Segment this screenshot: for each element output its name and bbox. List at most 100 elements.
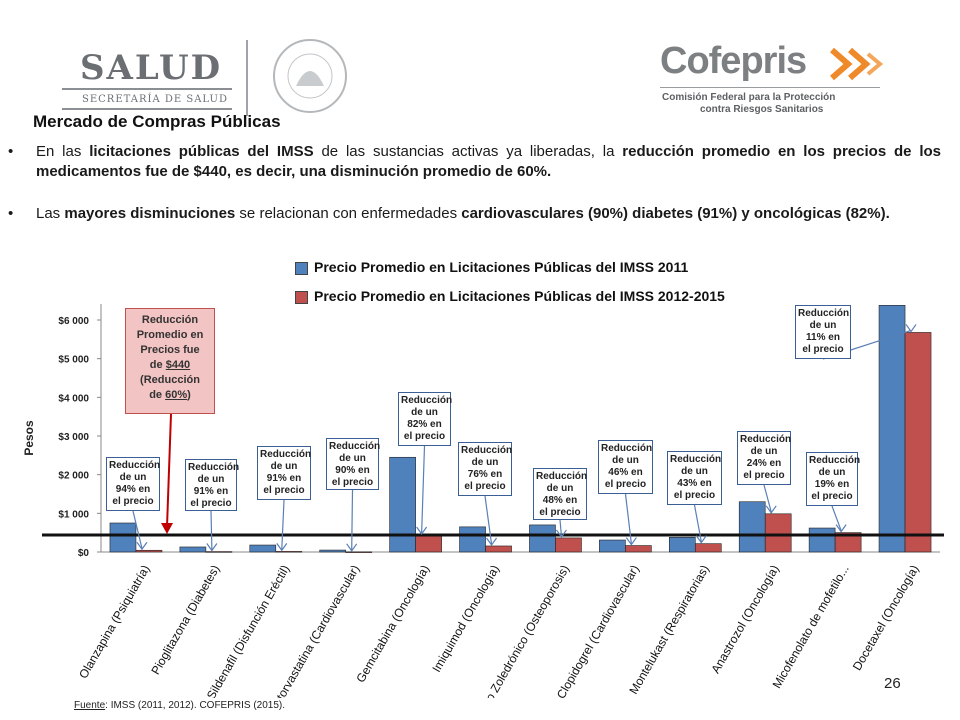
- avg-callout-pct-prefix: de: [149, 389, 163, 401]
- reduction-callout-line: de un: [471, 457, 499, 468]
- avg-callout-paren: (Reducción: [140, 374, 200, 386]
- bar-2012-2015: [485, 545, 512, 553]
- reduction-callout-line: el precio: [802, 344, 844, 355]
- reduction-callout-line: 94% en: [115, 484, 151, 495]
- bar-2011: [459, 526, 486, 553]
- reduction-callout-line: de un: [339, 453, 366, 464]
- bar-2011: [529, 524, 556, 553]
- avg-callout-line: de: [149, 359, 163, 371]
- cofepris-arrows-icon: [830, 47, 884, 81]
- x-tick-label: Anastrozol (Oncología): [708, 563, 781, 676]
- x-tick-label: Gemcitabina (Oncología): [353, 563, 432, 686]
- reduction-callout-line: de un: [411, 407, 438, 418]
- legend-item-2011: Precio Promedio en Licitaciones Públicas…: [295, 259, 688, 279]
- bar-2012-2015: [904, 332, 932, 553]
- reduction-callout-line: de un: [612, 455, 639, 466]
- bar-2012-2015: [555, 537, 582, 553]
- reduction-callout-line: Reducción: [188, 462, 240, 473]
- cofepris-subtitle-2: contra Riesgos Sanitarios: [700, 104, 824, 115]
- bar-2012-2015: [345, 551, 373, 553]
- callout-arrow-head: [346, 543, 358, 552]
- reduction-callout-line: el precio: [811, 491, 853, 502]
- average-reduction-callout: Reducción Promedio en Precios fue de $44…: [125, 308, 215, 414]
- reduction-callout-line: 91% en: [193, 486, 229, 497]
- callout-arrow: [421, 445, 426, 534]
- y-axis-label: Pesos: [22, 420, 36, 456]
- salud-logo: SALUD SECRETARÍA DE SALUD: [62, 46, 232, 112]
- logo-divider: [246, 40, 248, 116]
- reduction-callout-line: 90% en: [335, 465, 370, 476]
- callout-arrow-head: [206, 543, 218, 552]
- reduction-callout-line: 48% en: [542, 495, 578, 506]
- bullet-1-part-bold: reducción promedio en los precios de los…: [36, 143, 942, 180]
- reduction-callout-line: el precio: [539, 507, 581, 518]
- avg-callout-pct: 60%: [165, 389, 188, 401]
- x-tick-label: Micofenolato de mofetilo...: [770, 563, 852, 691]
- legend-label-2011: Precio Promedio en Licitaciones Públicas…: [314, 259, 689, 275]
- avg-callout-line: Precios fue: [140, 344, 200, 356]
- callout-arrow-head: [555, 529, 567, 538]
- reduction-callout-line: el precio: [263, 485, 305, 496]
- reduction-callout-line: Reducción: [740, 434, 792, 445]
- x-tick-label: Olanzapina (Psiquiatría): [76, 563, 152, 681]
- bar-2012-2015: [694, 543, 722, 553]
- bullet-2-part-bold: cardiovasculares (90%) diabetes (91%) y …: [461, 205, 890, 222]
- bar-2012-2015: [275, 551, 303, 553]
- y-tick-label: $6 000: [58, 316, 89, 327]
- y-tick-label: $3 000: [58, 432, 89, 443]
- page-title: Mercado de Compras Públicas: [33, 112, 281, 131]
- reduction-callout-line: de un: [818, 467, 846, 478]
- y-tick-label: $5 000: [58, 355, 89, 366]
- reduction-callout-line: de un: [119, 472, 147, 483]
- reduction-callout-line: de un: [197, 474, 225, 485]
- chart-legend: Precio Promedio en Licitaciones Públicas…: [291, 254, 731, 310]
- bar-2011: [249, 544, 277, 553]
- cofepris-logo-word: Cofepris: [660, 40, 807, 82]
- reduction-callout: Reducción de un 94% en el precio: [106, 457, 160, 511]
- bar-2012-2015: [834, 532, 862, 553]
- reduction-callout-line: 43% en: [677, 478, 712, 489]
- bar-2011: [599, 539, 626, 553]
- reduction-callout-line: de un: [750, 446, 778, 457]
- reduction-callout-line: el precio: [112, 496, 154, 507]
- callout-arrow-head: [276, 543, 288, 552]
- x-tick-label: Imiquimod (Oncología): [429, 563, 502, 675]
- price-chart: $0 $1 000 $2 000 $3 000 $4 000 $5 000 $6 000 Pe…: [22, 304, 944, 698]
- bar-2011: [878, 305, 906, 553]
- y-tick-label: $0: [78, 548, 90, 559]
- legend-swatch-2012-2015: [295, 290, 308, 304]
- reduction-callout-line: el precio: [403, 431, 446, 442]
- reduction-callout-line: Reducción: [109, 460, 161, 471]
- salud-logo-rule: [62, 88, 232, 90]
- bar-2011: [109, 522, 137, 553]
- bar-2012-2015: [415, 534, 442, 553]
- y-tick-label: $4 000: [58, 393, 89, 404]
- callout-arrow: [132, 510, 143, 549]
- reduction-callout-line: 82% en: [407, 419, 442, 430]
- bullet-1-part: de las sustancias activas ya liberadas, …: [313, 143, 623, 160]
- callout-arrow: [763, 484, 772, 512]
- reduction-callout-line: 46% en: [608, 467, 643, 478]
- reduction-callout-line: el precio: [190, 498, 232, 509]
- bar-2011: [389, 456, 416, 553]
- average-arrow-head: [161, 522, 173, 534]
- reduction-callout-line: de un: [681, 466, 708, 477]
- reduction-callout: Reducción de un 76% en el precio: [458, 442, 512, 496]
- reduction-callout-line: Reducción: [536, 471, 588, 482]
- reduction-callout-line: Reducción: [798, 308, 850, 319]
- callout-arrow: [559, 519, 563, 536]
- reduction-callout: Reducción de un 91% en el precio: [185, 459, 240, 511]
- bullet-2-part: se relacionan con enfermedades: [235, 205, 462, 222]
- reduction-callout: Reducción de un 48% en el precio: [533, 468, 587, 520]
- reduction-callout-line: el precio: [464, 481, 506, 492]
- cofepris-rule: [660, 87, 880, 88]
- footnote-label: Fuente: [74, 700, 106, 711]
- bar-2011: [668, 537, 696, 553]
- bullet-2-part-bold: mayores disminuciones: [64, 205, 236, 222]
- reduction-callout: Reducción de un 24% en el precio: [737, 431, 791, 485]
- bullet-symbol: •: [8, 143, 14, 160]
- callout-arrow-head: [136, 541, 148, 551]
- reduction-callout: Reducción de un 43% en el precio: [667, 451, 722, 505]
- callout-arrow: [281, 499, 285, 550]
- reduction-callout-line: Reducción: [670, 454, 722, 465]
